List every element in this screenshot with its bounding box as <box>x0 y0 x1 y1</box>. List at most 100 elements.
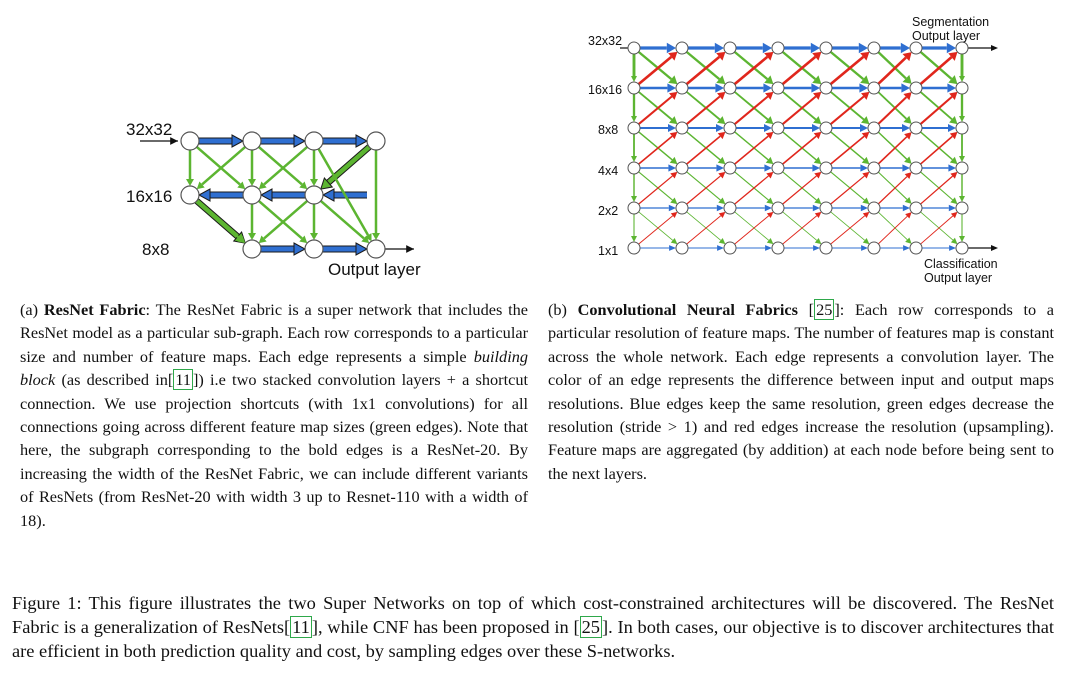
cnf-node <box>819 161 833 175</box>
green-edge <box>257 199 308 244</box>
cnf-blue-edge <box>922 83 956 93</box>
caption-a-text-1: : The ResNet Fabric is a super network t… <box>20 300 528 366</box>
cnf-red-edge <box>919 131 958 165</box>
cnf-green-edge <box>877 91 912 124</box>
cnf-node <box>819 201 833 215</box>
cnf-node <box>909 241 923 255</box>
cnf-green-edge <box>830 171 870 205</box>
cnf-node <box>819 41 833 55</box>
cnf-green-edge <box>686 211 726 245</box>
segmentation-output-label: Segmentation <box>912 15 989 29</box>
citation-link-25-main[interactable]: 25 <box>579 616 602 639</box>
cnf-node <box>771 161 785 175</box>
cnf-node <box>909 121 923 135</box>
cnf-green-edge <box>830 131 870 165</box>
cnf-red-edge <box>733 91 774 125</box>
cnf-green-vertical-edge <box>631 174 637 202</box>
cnf-node <box>723 201 737 215</box>
cnf-green-vertical-edge <box>631 134 637 162</box>
blue-edge <box>321 188 367 202</box>
cnf-blue-edge <box>922 245 956 251</box>
cnf-blue-edge <box>688 164 724 172</box>
green-edge <box>372 150 380 240</box>
cnf-red-edge <box>830 131 870 165</box>
cnf-red-edge <box>637 51 678 86</box>
cnf-blue-edge <box>640 245 676 251</box>
row-label-16x16: 16x16 <box>126 187 172 206</box>
cnf-node <box>627 81 641 95</box>
cnf-green-edge <box>734 131 774 165</box>
citation-link-11[interactable]: 11 <box>173 369 193 391</box>
cnf-blue-edge <box>688 245 724 251</box>
cnf-green-edge <box>920 211 958 245</box>
cnf-node <box>771 41 785 55</box>
cnf-node <box>819 81 833 95</box>
cnf-red-edge <box>830 171 870 205</box>
cnf-node <box>819 121 833 135</box>
cnf-blue-edge <box>880 164 910 172</box>
cnf-red-edge <box>638 131 678 165</box>
cnf-node <box>771 81 785 95</box>
cnf-blue-edge <box>784 83 820 93</box>
cnf-red-edge <box>782 131 822 165</box>
cnf-blue-edge <box>688 83 724 93</box>
green-edge <box>310 204 318 240</box>
cnf-green-edge <box>877 171 912 204</box>
cnf-red-edge <box>877 92 912 125</box>
cnf-red-edge <box>686 211 726 245</box>
cnf-blue-edge <box>640 124 676 132</box>
cnf-green-edge <box>877 51 912 84</box>
cnf-node <box>909 161 923 175</box>
cnf-red-edge <box>830 211 870 245</box>
cnf-node <box>771 201 785 215</box>
cnf-blue-edge <box>784 124 820 132</box>
cnf-red-edge <box>686 131 726 165</box>
cnf-red-edge <box>781 91 822 125</box>
fabric-node <box>304 185 324 205</box>
citation-link-25[interactable]: 25 <box>814 299 835 320</box>
cnf-red-edge <box>920 211 958 245</box>
cnf-node <box>909 81 923 95</box>
cnf-red-edge <box>782 171 822 205</box>
fabric-node <box>304 239 324 259</box>
cnf-node <box>955 161 969 175</box>
cnf-red-edge <box>638 171 678 205</box>
blue-edge <box>259 188 305 202</box>
fabric-node <box>304 131 324 151</box>
cnf-red-edge <box>781 51 822 86</box>
cnf-blue-edge <box>688 124 724 132</box>
cnf-blue-edge <box>640 42 676 54</box>
cnf-green-edge <box>919 91 958 125</box>
green-edge <box>258 199 309 244</box>
cnf-blue-edge <box>640 204 676 212</box>
cnf-node <box>675 161 689 175</box>
cnf-red-edge <box>877 52 912 85</box>
cnf-green-vertical-edge <box>959 174 965 202</box>
green-edge <box>310 150 318 186</box>
cnf-green-edge <box>782 131 822 165</box>
cnf-row-label-16x16: 16x16 <box>588 83 622 97</box>
cnf-blue-edge <box>880 124 910 132</box>
cnf-blue-edge <box>922 124 956 132</box>
cnf-red-edge <box>734 171 774 205</box>
fabric-node <box>180 185 200 205</box>
cnf-red-edge <box>878 212 912 245</box>
citation-link-11-main[interactable]: 11 <box>290 616 312 639</box>
cnf-node <box>867 81 881 95</box>
cnf-green-vertical-edge <box>631 214 637 242</box>
cnf-node <box>867 241 881 255</box>
caption-a: (a) ResNet Fabric: The ResNet Fabric is … <box>20 298 528 532</box>
cnf-red-edge <box>685 91 726 125</box>
cnf-red-edge <box>782 211 822 245</box>
fabric-node <box>366 239 386 259</box>
cnf-blue-edge <box>784 42 820 54</box>
cnf-red-edge <box>686 171 726 205</box>
cnf-node <box>627 241 641 255</box>
cnf-green-vertical-edge <box>631 54 637 82</box>
cnf-red-edge <box>685 51 726 86</box>
cnf-red-edge <box>920 171 958 205</box>
cnf-blue-edge <box>880 42 910 54</box>
green-edge-bold <box>320 144 372 190</box>
cnf-row-label-2x2: 2x2 <box>598 204 618 218</box>
green-edge <box>195 145 246 190</box>
